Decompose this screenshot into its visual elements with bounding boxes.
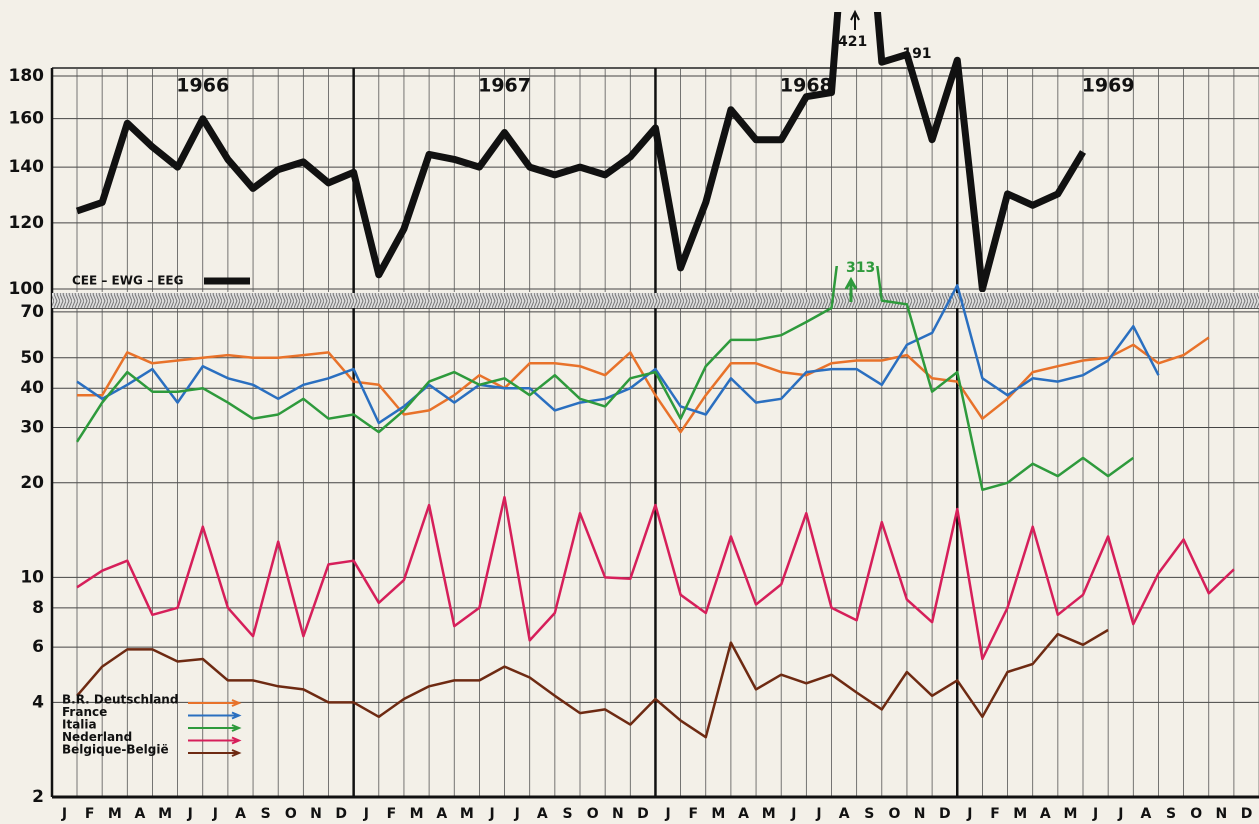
y-tick-label: 2 [32,787,44,807]
x-tick-label: J [966,806,972,822]
x-tick-label: M [410,806,424,822]
x-tick-label: J [363,806,369,822]
x-tick-label: S [261,806,271,822]
x-tick-label: A [738,806,749,822]
x-tick-label: N [612,806,624,822]
x-tick-label: A [1040,806,1051,822]
x-tick-label: O [1190,806,1202,822]
x-tick-label: F [688,806,698,822]
y-tick-label: 20 [20,473,44,493]
year-label: 1968 [780,75,833,97]
x-tick-label: A [1141,806,1152,822]
x-tick-label: N [1216,806,1228,822]
x-tick-label: J [1117,806,1123,822]
y-tick-label: 8 [32,598,44,618]
series-line [76,495,1235,661]
x-tick-label: O [888,806,900,822]
x-tick-label: S [1166,806,1176,822]
x-tick-label: M [460,806,474,822]
lines-layer [75,12,1235,739]
legend-label: Italia [62,718,97,732]
x-tick-label: D [335,806,347,822]
y-tick-label: 10 [20,567,44,587]
y-tick-label: 140 [9,157,45,177]
legend-label: Nederland [62,730,132,744]
series-line [75,266,1135,492]
y-tick-label: 120 [9,213,45,233]
x-tick-label: F [990,806,1000,822]
legend-swatch [188,711,242,720]
legend-label: CEE – EWG – EEG [72,274,183,288]
x-tick-label: J [212,806,218,822]
y-tick-label: 180 [9,66,45,86]
axis-break [52,293,1259,308]
x-tick-label: J [514,806,520,822]
arrow [850,9,860,30]
y-tick-label: 100 [9,279,45,299]
y-tick-label: 4 [32,692,44,712]
data-label: 191 [902,46,931,62]
y-tick-label: 160 [9,109,45,129]
x-tick-label: M [711,806,725,822]
series-line [76,628,1109,739]
y-tick-label: 6 [32,637,44,657]
x-tick-label: N [310,806,322,822]
x-tick-label: A [135,806,146,822]
legend-label: B.R. Deutschland [62,693,178,707]
data-label: 421 [838,34,867,50]
x-tick-label: J [790,806,796,822]
legend-label: France [62,705,107,719]
arrow [844,276,858,302]
x-tick-label: M [108,806,122,822]
x-tick-label: M [1013,806,1027,822]
x-tick-label: M [1064,806,1078,822]
x-tick-label: J [61,806,67,822]
x-tick-label: S [864,806,874,822]
y-tick-label: 50 [20,348,44,368]
x-tick-label: J [815,806,821,822]
x-tick-label: D [939,806,951,822]
x-tick-label: J [187,806,193,822]
legend-swatch [188,699,242,707]
grid-layer [50,67,1259,799]
year-label: 1966 [176,75,229,97]
x-tick-label: D [637,806,649,822]
series-line [75,12,1087,292]
x-tick-label: A [537,806,548,822]
y-tick-label: 30 [20,417,44,437]
x-tick-label: A [839,806,850,822]
x-tick-label: N [914,806,926,822]
x-tick-label: S [562,806,572,822]
x-tick-label: F [387,806,397,822]
year-label: 1969 [1082,75,1135,97]
x-tick-label: A [436,806,447,822]
legend-label: Belgique-België [62,743,169,757]
y-tick-label: 70 [20,302,44,322]
data-label: 313 [846,260,875,276]
x-tick-label: M [762,806,776,822]
legend-swatch [188,749,242,757]
x-tick-label: J [488,806,494,822]
x-tick-label: J [664,806,670,822]
labels-layer: 100 120 140 160 180 1966 1967 1968 1969 421 191 CEE… [9,34,1253,822]
x-tick-label: D [1241,806,1253,822]
x-tick-label: M [158,806,172,822]
y-tick-label: 40 [20,378,44,398]
x-tick-label: J [1092,806,1098,822]
x-tick-label: O [587,806,599,822]
legend-swatch [188,736,242,745]
x-tick-label: O [285,806,297,822]
legend-swatch [188,724,242,732]
x-tick-label: F [85,806,95,822]
year-label: 1967 [478,75,531,97]
x-tick-label: A [235,806,246,822]
